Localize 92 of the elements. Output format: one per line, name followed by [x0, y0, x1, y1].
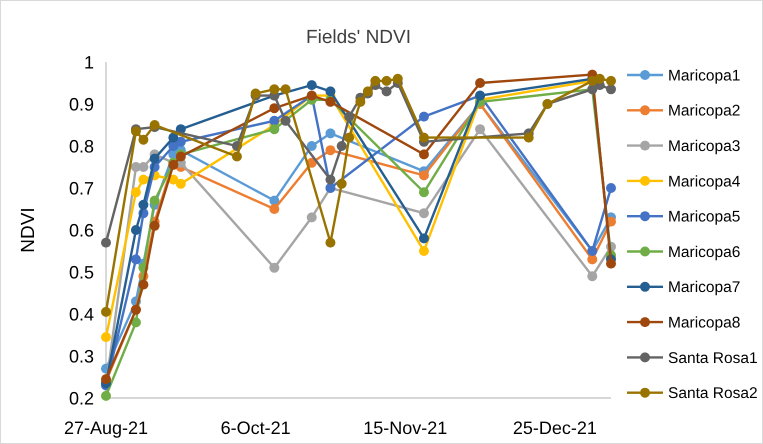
point	[150, 220, 160, 231]
x-tick-label: 25-Dec-21	[512, 418, 597, 438]
point	[150, 120, 160, 130]
point	[138, 134, 148, 145]
point	[306, 212, 317, 222]
point	[138, 280, 148, 290]
legend-label: Maricopa6	[668, 244, 740, 261]
point	[524, 132, 534, 143]
point	[606, 258, 616, 269]
legend-label: Maricopa5	[668, 208, 740, 226]
point	[176, 136, 186, 147]
point	[269, 204, 280, 214]
point	[101, 238, 111, 248]
point	[594, 74, 605, 84]
point	[101, 390, 111, 401]
y-tick-label: 0.4	[68, 304, 94, 324]
point	[250, 88, 261, 98]
point	[392, 74, 403, 84]
point	[475, 78, 486, 88]
y-tick-label: 0.3	[68, 346, 94, 366]
point	[418, 112, 429, 122]
point	[280, 116, 291, 126]
y-tick-label: 0.8	[68, 136, 94, 156]
point	[418, 170, 429, 180]
point	[306, 141, 317, 151]
point	[418, 187, 429, 198]
point	[269, 103, 280, 114]
legend-label: Maricopa4	[668, 173, 741, 190]
point	[382, 86, 392, 96]
point	[269, 84, 280, 94]
point	[344, 132, 354, 143]
point	[176, 152, 186, 162]
point	[150, 154, 160, 164]
point	[138, 162, 148, 172]
point	[130, 254, 141, 264]
legend-label: Santa Rosa1	[668, 350, 758, 367]
point	[336, 178, 347, 189]
point	[325, 238, 336, 248]
point	[168, 132, 178, 143]
point	[232, 152, 242, 162]
point	[138, 174, 148, 185]
x-tick-label: 15-Nov-21	[363, 418, 448, 438]
point	[355, 96, 366, 107]
point	[325, 128, 336, 138]
x-tick-label: 27-Aug-21	[64, 418, 148, 438]
point	[306, 80, 317, 90]
point	[150, 196, 160, 206]
y-tick-label: 0.9	[68, 94, 94, 114]
y-axis-title: NDVI	[18, 207, 39, 253]
point	[336, 141, 347, 151]
legend-label: Maricopa8	[668, 314, 740, 332]
point	[606, 183, 616, 193]
legend-label: Maricopa3	[668, 138, 740, 156]
point	[418, 149, 429, 160]
point	[587, 254, 598, 264]
point	[325, 86, 336, 96]
point	[606, 76, 616, 86]
point	[362, 86, 373, 96]
legend-label: Santa Rosa2	[668, 385, 758, 402]
point	[325, 145, 336, 156]
point	[130, 225, 141, 235]
point	[344, 112, 354, 122]
point	[587, 271, 598, 282]
point	[280, 84, 291, 94]
point	[101, 306, 111, 317]
point	[130, 187, 141, 198]
chart-title: Fields' NDVI	[306, 27, 411, 48]
point	[418, 246, 429, 256]
point	[269, 124, 280, 134]
point	[176, 178, 186, 189]
y-tick-label: 0.5	[68, 262, 94, 282]
legend-label: Maricopa7	[668, 279, 740, 296]
point	[606, 84, 616, 94]
y-tick-label: 1	[84, 52, 94, 72]
point	[370, 76, 380, 86]
legend-label: Maricopa2	[668, 102, 740, 120]
legend-label: Maricopa1	[668, 67, 740, 84]
point	[382, 76, 392, 86]
point	[475, 124, 486, 134]
x-tick-label: 6-Oct-21	[220, 418, 291, 438]
y-tick-label: 0.6	[68, 220, 94, 240]
y-tick-label: 0.2	[68, 388, 94, 408]
point	[138, 200, 148, 210]
point	[418, 132, 429, 143]
point	[269, 116, 280, 126]
point	[101, 332, 111, 342]
point	[418, 233, 429, 244]
y-tick-label: 0.7	[68, 178, 94, 198]
point	[269, 262, 280, 273]
point	[130, 317, 141, 328]
point	[418, 208, 429, 218]
point	[325, 174, 336, 185]
